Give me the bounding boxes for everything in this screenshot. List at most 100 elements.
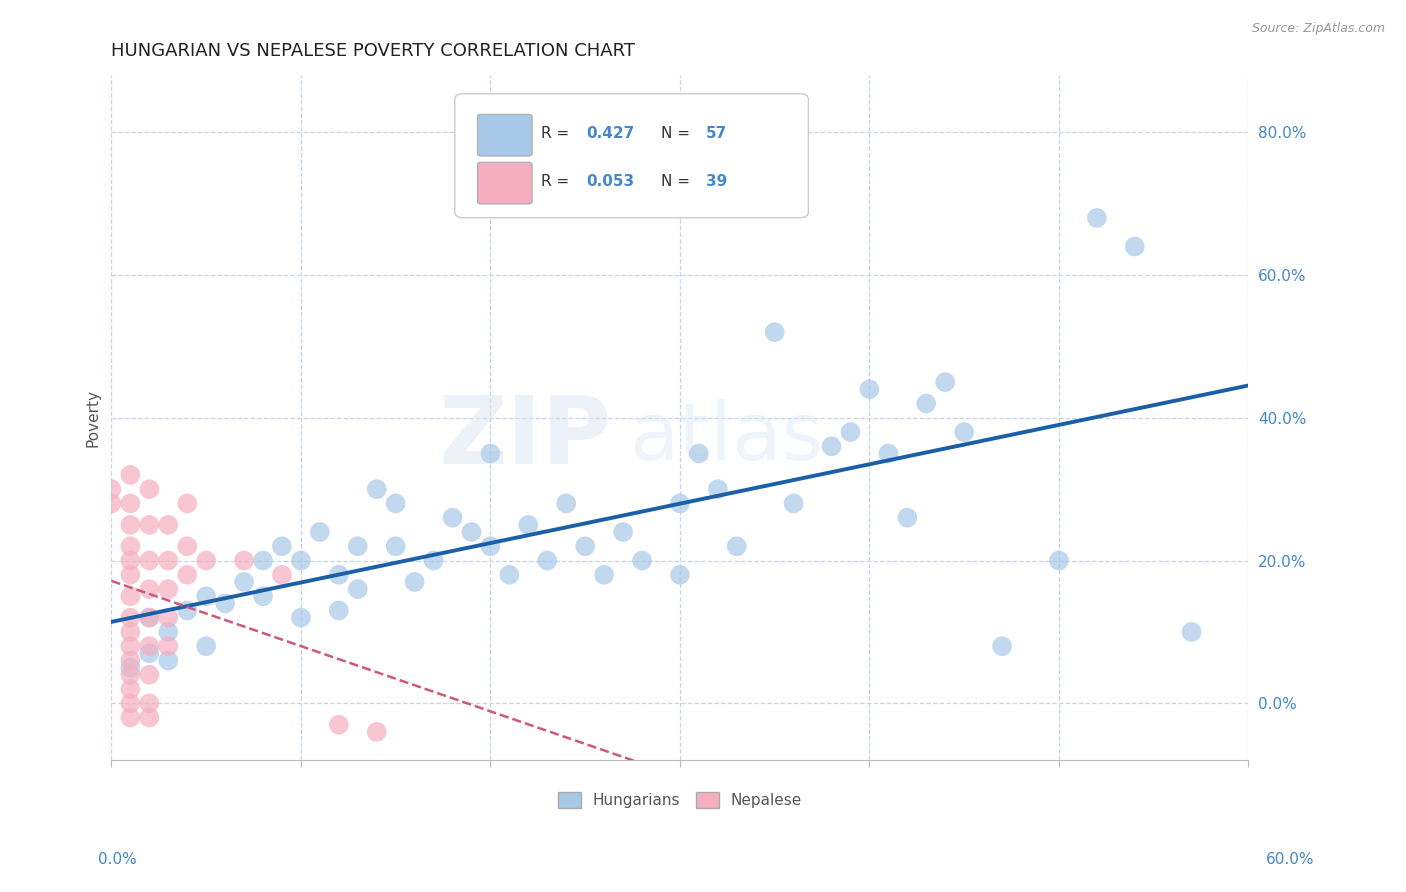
Point bbox=[138, 639, 160, 653]
Point bbox=[612, 524, 634, 539]
Point bbox=[120, 667, 142, 681]
Point bbox=[460, 524, 482, 539]
Point bbox=[574, 539, 596, 553]
Point bbox=[991, 639, 1014, 653]
Point bbox=[233, 553, 256, 567]
Point bbox=[517, 517, 540, 532]
Point bbox=[120, 517, 142, 532]
Text: R =: R = bbox=[541, 174, 574, 189]
Point bbox=[1047, 553, 1070, 567]
Point bbox=[328, 567, 350, 582]
Point bbox=[138, 582, 160, 596]
Point bbox=[290, 610, 312, 624]
FancyBboxPatch shape bbox=[478, 162, 531, 204]
Point bbox=[422, 553, 444, 567]
Point bbox=[120, 553, 142, 567]
Text: 39: 39 bbox=[706, 174, 727, 189]
Point bbox=[138, 696, 160, 710]
Point bbox=[839, 425, 862, 439]
Point bbox=[120, 610, 142, 624]
Text: HUNGARIAN VS NEPALESE POVERTY CORRELATION CHART: HUNGARIAN VS NEPALESE POVERTY CORRELATIO… bbox=[111, 42, 636, 60]
Text: 0.0%: 0.0% bbox=[98, 852, 138, 867]
Text: 57: 57 bbox=[706, 126, 727, 141]
Point bbox=[195, 639, 218, 653]
Point bbox=[157, 553, 180, 567]
Point bbox=[157, 517, 180, 532]
Point bbox=[953, 425, 976, 439]
Point bbox=[157, 639, 180, 653]
Point bbox=[138, 517, 160, 532]
Point bbox=[1123, 239, 1146, 253]
Point bbox=[820, 439, 842, 453]
Point bbox=[120, 496, 142, 510]
Point bbox=[384, 496, 406, 510]
Point bbox=[308, 524, 330, 539]
Point bbox=[669, 567, 692, 582]
Point bbox=[120, 467, 142, 482]
Point bbox=[176, 603, 198, 617]
Point bbox=[120, 589, 142, 603]
Point bbox=[915, 396, 938, 410]
Point bbox=[763, 325, 786, 339]
Point bbox=[1180, 624, 1202, 639]
Point bbox=[555, 496, 578, 510]
Point bbox=[120, 624, 142, 639]
Point bbox=[346, 539, 368, 553]
Point bbox=[877, 446, 900, 460]
Point bbox=[233, 574, 256, 589]
Point bbox=[138, 482, 160, 496]
Text: 0.427: 0.427 bbox=[586, 126, 636, 141]
Point bbox=[479, 446, 502, 460]
Point bbox=[157, 653, 180, 667]
Text: R =: R = bbox=[541, 126, 574, 141]
Point bbox=[157, 610, 180, 624]
Point bbox=[120, 660, 142, 674]
FancyBboxPatch shape bbox=[478, 114, 531, 156]
Text: ZIP: ZIP bbox=[439, 392, 612, 484]
Point bbox=[120, 639, 142, 653]
Text: Source: ZipAtlas.com: Source: ZipAtlas.com bbox=[1251, 22, 1385, 36]
Point bbox=[120, 567, 142, 582]
Point bbox=[593, 567, 616, 582]
Point bbox=[100, 496, 122, 510]
Point bbox=[1085, 211, 1108, 225]
Point bbox=[157, 582, 180, 596]
Point bbox=[138, 553, 160, 567]
Point bbox=[441, 510, 464, 524]
Point bbox=[366, 724, 388, 739]
Text: atlas: atlas bbox=[628, 400, 823, 477]
Point bbox=[138, 610, 160, 624]
Point bbox=[725, 539, 748, 553]
FancyBboxPatch shape bbox=[454, 94, 808, 218]
Legend: Hungarians, Nepalese: Hungarians, Nepalese bbox=[551, 786, 808, 814]
Point bbox=[290, 553, 312, 567]
Point bbox=[328, 603, 350, 617]
Text: 60.0%: 60.0% bbox=[1267, 852, 1315, 867]
Point bbox=[404, 574, 426, 589]
Y-axis label: Poverty: Poverty bbox=[86, 389, 100, 447]
Point bbox=[384, 539, 406, 553]
Point bbox=[120, 653, 142, 667]
Point bbox=[346, 582, 368, 596]
Point bbox=[271, 539, 294, 553]
Point bbox=[138, 646, 160, 660]
Point bbox=[138, 610, 160, 624]
Text: 0.053: 0.053 bbox=[586, 174, 634, 189]
Point bbox=[195, 589, 218, 603]
Point bbox=[782, 496, 804, 510]
Point bbox=[479, 539, 502, 553]
Point bbox=[328, 717, 350, 731]
Point bbox=[252, 589, 274, 603]
Point bbox=[498, 567, 520, 582]
Point bbox=[176, 567, 198, 582]
Point bbox=[688, 446, 710, 460]
Point bbox=[138, 667, 160, 681]
Point bbox=[120, 710, 142, 724]
Point bbox=[120, 681, 142, 696]
Point bbox=[176, 496, 198, 510]
Point bbox=[366, 482, 388, 496]
Point bbox=[896, 510, 918, 524]
Text: N =: N = bbox=[661, 126, 695, 141]
Point bbox=[176, 539, 198, 553]
Point bbox=[934, 375, 956, 389]
